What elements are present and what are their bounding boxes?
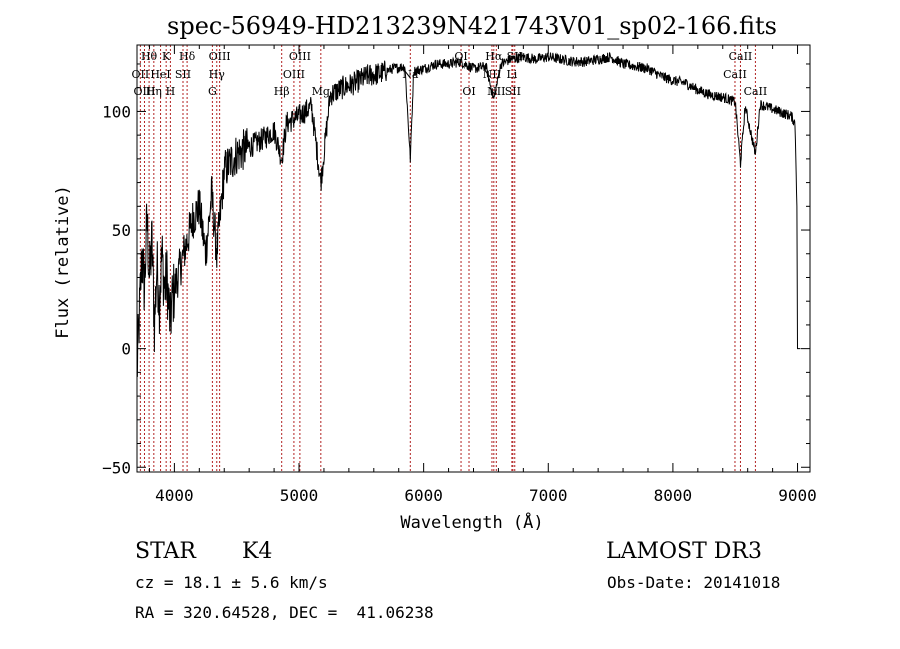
line-marker-label: Hα: [485, 50, 503, 63]
line-marker-label: G: [208, 85, 217, 98]
spectrum-line: [136, 51, 801, 377]
line-marker-label: CaII: [723, 68, 747, 81]
x-tick-label: 8000: [654, 486, 693, 505]
x-tick-label: 7000: [529, 486, 568, 505]
line-marker-label: Mg: [312, 85, 330, 98]
line-marker-label: OIII: [209, 50, 231, 63]
line-marker-labels: Hθ OII OIII K HeI Hη SII H Hδ OIII Hγ G OIII OIII Hβ Mg…: [132, 50, 768, 98]
y-axis-label: Flux (relative): [53, 185, 73, 339]
line-marker-label: Hθ: [141, 50, 158, 63]
y-axis-ticks: −50 0 50 100: [102, 63, 810, 477]
line-marker-label: Hγ: [209, 68, 226, 81]
line-marker-label: Li: [506, 68, 517, 81]
y-tick-label: 50: [112, 221, 131, 240]
line-marker-label: OIII: [289, 50, 311, 63]
line-marker-label: OII: [132, 68, 150, 81]
line-marker-label: Hη: [146, 85, 162, 98]
line-marker-label: SII: [505, 85, 521, 98]
line-marker-label: OIII: [283, 68, 305, 81]
y-tick-label: 100: [102, 102, 131, 121]
line-marker-label: CaII: [729, 50, 753, 63]
x-tick-label: 6000: [404, 486, 443, 505]
line-marker-label: K: [162, 50, 171, 63]
line-marker-label: CaII: [744, 85, 768, 98]
x-tick-label: 9000: [778, 486, 817, 505]
plot-frame: [136, 44, 811, 473]
line-marker-label: SII: [175, 68, 191, 81]
line-markers: [139, 45, 756, 472]
line-marker-label: OIII: [133, 85, 155, 98]
object-subclass: K4: [242, 539, 273, 564]
y-tick-label: 0: [121, 340, 131, 359]
y-tick-label: −50: [102, 458, 131, 477]
object-class: STAR: [135, 539, 196, 564]
line-marker-label: OI: [462, 85, 475, 98]
x-tick-label: 4000: [155, 486, 194, 505]
x-tick-label: 5000: [280, 486, 319, 505]
line-marker-label: Hβ: [274, 85, 290, 98]
line-marker-label: Hδ: [179, 50, 196, 63]
line-marker-label: HeI: [150, 68, 170, 81]
x-axis-ticks: 4000 5000 6000 7000 8000 9000: [148, 45, 817, 505]
survey-name: LAMOST DR3: [606, 539, 762, 564]
redshift-value: cz = 18.1 ± 5.6 km/s: [135, 573, 328, 592]
coordinates: RA = 320.64528, DEC = 41.06238: [135, 603, 434, 622]
x-axis-label: Wavelength (Å): [400, 511, 543, 533]
obs-date: Obs-Date: 20141018: [607, 573, 781, 592]
chart-title: spec-56949-HD213239N421743V01_sp02-166.f…: [167, 12, 777, 40]
line-marker-label: H: [166, 85, 176, 98]
